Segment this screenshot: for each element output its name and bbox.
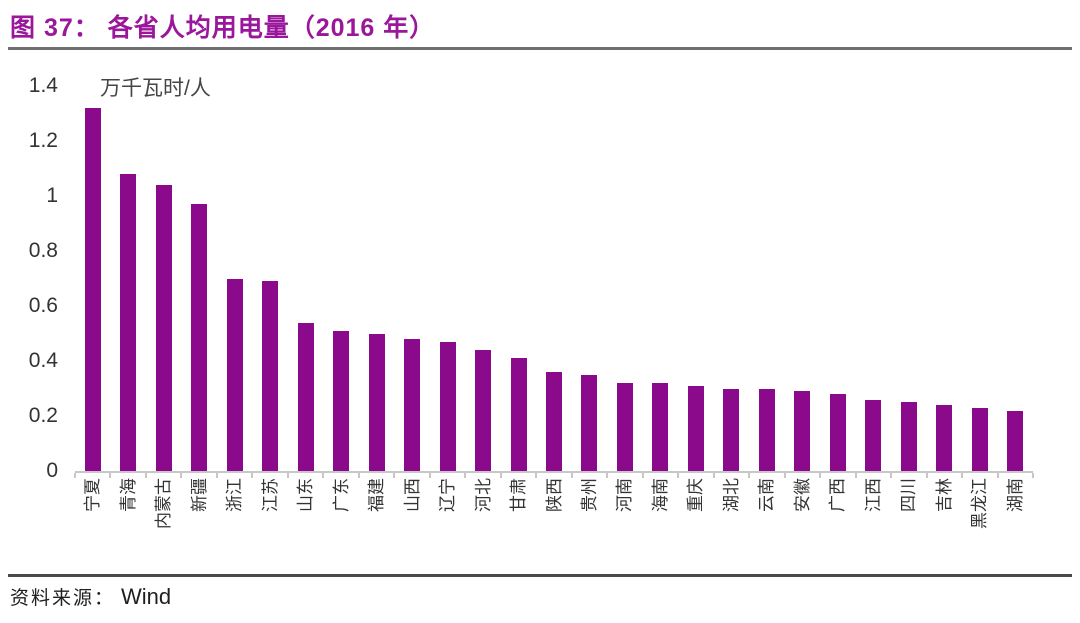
bar-江苏 <box>262 281 279 471</box>
x-label-陕西: 陕西 <box>544 478 564 512</box>
footer-divider <box>8 574 1072 577</box>
x-axis-tick <box>1032 473 1034 478</box>
y-tick-label: 0.6 <box>28 294 58 317</box>
x-axis-tick <box>393 473 396 478</box>
x-axis-tick <box>428 473 431 478</box>
bar-黑龙江 <box>971 407 988 471</box>
x-label-宁夏: 宁夏 <box>83 478 103 512</box>
title-divider <box>8 47 1072 50</box>
bar-福建 <box>368 333 385 471</box>
bar-海南 <box>652 383 669 471</box>
x-label-广西: 广西 <box>828 478 848 512</box>
y-tick-label: 0.4 <box>28 349 58 372</box>
x-label-贵州: 贵州 <box>579 478 599 512</box>
y-tick-label: 0.2 <box>28 404 58 427</box>
x-label-山西: 山西 <box>402 478 422 512</box>
bar-贵州 <box>581 374 598 471</box>
x-axis-tick <box>499 473 502 478</box>
x-label-浙江: 浙江 <box>225 478 245 512</box>
x-axis-tick <box>677 473 680 478</box>
bar-宁夏 <box>84 108 101 471</box>
x-axis-tick <box>215 473 218 478</box>
source-line: 资料来源： Wind <box>10 583 171 610</box>
x-axis-tick <box>180 473 183 478</box>
x-axis-tick <box>606 473 609 478</box>
y-tick-label: 1.4 <box>28 74 58 97</box>
bar-新疆 <box>191 204 208 471</box>
x-label-广东: 广东 <box>331 478 351 512</box>
x-axis-tick <box>109 473 112 478</box>
plot-area <box>74 86 1034 478</box>
bar-山西 <box>404 339 421 471</box>
source-value: Wind <box>121 584 172 609</box>
x-label-河北: 河北 <box>473 478 493 512</box>
x-axis-tick <box>925 473 928 478</box>
bar-吉林 <box>936 405 953 471</box>
x-axis-tick <box>357 473 360 478</box>
x-label-安徽: 安徽 <box>792 478 812 512</box>
x-label-山东: 山东 <box>296 478 316 512</box>
bar-江西 <box>865 399 882 471</box>
x-axis-tick <box>286 473 289 478</box>
bar-甘肃 <box>510 358 527 471</box>
y-tick-label: 1.2 <box>28 129 58 152</box>
y-axis-unit-label: 万千瓦时/人 <box>100 77 211 100</box>
bar-湖南 <box>1007 410 1024 471</box>
x-axis-tick <box>996 473 999 478</box>
x-label-吉林: 吉林 <box>934 478 954 512</box>
x-label-新疆: 新疆 <box>189 478 209 512</box>
x-label-江西: 江西 <box>863 478 883 512</box>
x-label-四川: 四川 <box>899 478 919 512</box>
bar-广东 <box>333 330 350 471</box>
bar-湖北 <box>723 388 740 471</box>
x-axis-tick <box>144 473 147 478</box>
x-axis-tick <box>74 473 76 478</box>
bar-云南 <box>758 388 775 471</box>
x-label-海南: 海南 <box>650 478 670 512</box>
x-axis-tick <box>961 473 964 478</box>
x-label-江苏: 江苏 <box>260 478 280 512</box>
x-axis-tick <box>570 473 573 478</box>
bar-重庆 <box>687 385 704 471</box>
bar-青海 <box>120 174 137 471</box>
x-label-青海: 青海 <box>118 478 138 512</box>
bar-内蒙古 <box>155 185 172 471</box>
bar-河北 <box>475 350 492 471</box>
x-label-湖南: 湖南 <box>1005 478 1025 512</box>
x-label-内蒙古: 内蒙古 <box>154 478 174 529</box>
x-label-福建: 福建 <box>367 478 387 512</box>
x-axis-tick <box>712 473 715 478</box>
x-axis-tick <box>854 473 857 478</box>
x-label-重庆: 重庆 <box>686 478 706 512</box>
x-axis-tick <box>535 473 538 478</box>
x-label-黑龙江: 黑龙江 <box>970 478 990 529</box>
y-tick-label: 1 <box>46 184 58 207</box>
bar-浙江 <box>226 278 243 471</box>
x-axis-tick <box>464 473 467 478</box>
bar-辽宁 <box>439 341 456 471</box>
bar-河南 <box>616 383 633 471</box>
x-axis-tick <box>641 473 644 478</box>
x-axis-tick <box>890 473 893 478</box>
figure-title: 图 37： 各省人均用电量（2016 年） <box>10 14 436 42</box>
x-label-辽宁: 辽宁 <box>438 478 458 512</box>
x-label-湖北: 湖北 <box>721 478 741 512</box>
y-tick-label: 0 <box>46 459 58 482</box>
bar-陕西 <box>546 372 562 471</box>
bar-四川 <box>900 402 917 471</box>
bar-广西 <box>829 394 846 471</box>
x-axis-tick <box>783 473 786 478</box>
x-axis-tick <box>322 473 325 478</box>
x-axis-tick <box>251 473 254 478</box>
bar-山东 <box>297 322 314 471</box>
x-label-云南: 云南 <box>757 478 777 512</box>
bar-安徽 <box>794 391 811 471</box>
x-label-甘肃: 甘肃 <box>509 478 529 512</box>
x-axis-tick <box>819 473 822 478</box>
y-tick-label: 0.8 <box>28 239 58 262</box>
source-label: 资料来源： <box>10 587 116 609</box>
x-axis-tick <box>748 473 751 478</box>
x-label-河南: 河南 <box>615 478 635 512</box>
